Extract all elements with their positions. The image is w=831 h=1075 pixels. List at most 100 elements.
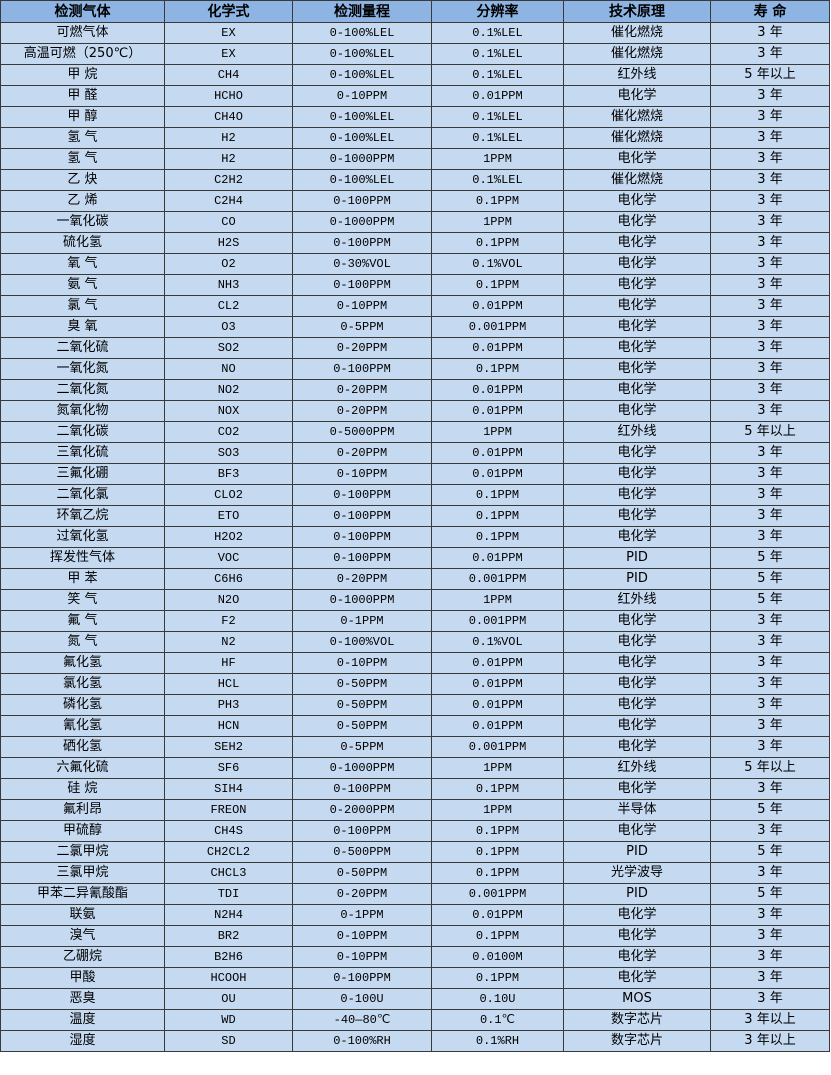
range-cell: 0-50PPM [292, 715, 432, 737]
principle-cell: 电化学 [563, 694, 711, 716]
resolution-cell: 1PPM [431, 211, 564, 233]
principle-cell: 电化学 [563, 505, 711, 527]
formula-cell: CH4 [164, 64, 293, 86]
formula-cell: BR2 [164, 925, 293, 947]
lifespan-cell: 5 年 [710, 799, 830, 821]
table-row: 乙 炔 C2H2 0-100%LEL 0.1%LEL 催化燃烧 3 年 [0, 169, 830, 191]
table-row: 氯化氢 HCL 0-50PPM 0.01PPM 电化学 3 年 [0, 673, 830, 695]
formula-cell: HCN [164, 715, 293, 737]
principle-cell: 电化学 [563, 232, 711, 254]
resolution-cell: 0.1PPM [431, 484, 564, 506]
range-cell: 0-100%LEL [292, 22, 432, 44]
resolution-cell: 0.1PPM [431, 778, 564, 800]
resolution-cell: 0.001PPM [431, 610, 564, 632]
principle-cell: 催化燃烧 [563, 169, 711, 191]
principle-cell: 催化燃烧 [563, 43, 711, 65]
gas-cell: 甲 醇 [0, 106, 165, 128]
resolution-cell: 1PPM [431, 757, 564, 779]
lifespan-cell: 3 年 [710, 253, 830, 275]
resolution-cell: 0.1%LEL [431, 127, 564, 149]
principle-cell: 电化学 [563, 316, 711, 338]
gas-cell: 高温可燃（250℃） [0, 43, 165, 65]
range-cell: 0-1PPM [292, 904, 432, 926]
formula-cell: H2 [164, 148, 293, 170]
header-lifespan: 寿 命 [710, 0, 830, 23]
resolution-cell: 0.01PPM [431, 379, 564, 401]
lifespan-cell: 3 年 [710, 967, 830, 989]
resolution-cell: 0.01PPM [431, 547, 564, 569]
lifespan-cell: 5 年以上 [710, 64, 830, 86]
resolution-cell: 0.1PPM [431, 820, 564, 842]
resolution-cell: 1PPM [431, 799, 564, 821]
table-row: 二氯甲烷 CH2CL2 0-500PPM 0.1PPM PID 5 年 [0, 841, 830, 863]
range-cell: 0-100PPM [292, 778, 432, 800]
table-row: 联氨 N2H4 0-1PPM 0.01PPM 电化学 3 年 [0, 904, 830, 926]
resolution-cell: 0.1PPM [431, 505, 564, 527]
resolution-cell: 0.10U [431, 988, 564, 1010]
table-row: 可燃气体 EX 0-100%LEL 0.1%LEL 催化燃烧 3 年 [0, 22, 830, 44]
gas-cell: 氮氧化物 [0, 400, 165, 422]
gas-cell: 一氧化氮 [0, 358, 165, 380]
resolution-cell: 0.001PPM [431, 316, 564, 338]
gas-cell: 环氧乙烷 [0, 505, 165, 527]
table-row: 氨 气 NH3 0-100PPM 0.1PPM 电化学 3 年 [0, 274, 830, 296]
resolution-cell: 0.1PPM [431, 925, 564, 947]
range-cell: 0-10PPM [292, 925, 432, 947]
gas-cell: 乙 烯 [0, 190, 165, 212]
gas-cell: 氟 气 [0, 610, 165, 632]
gas-cell: 氯化氢 [0, 673, 165, 695]
principle-cell: PID [563, 568, 711, 590]
resolution-cell: 0.01PPM [431, 652, 564, 674]
range-cell: 0-100PPM [292, 274, 432, 296]
gas-detection-table: 检测气体 化学式 检测量程 分辨率 技术原理 寿 命 可燃气体 EX 0-100%L… [0, 0, 830, 1052]
principle-cell: 电化学 [563, 484, 711, 506]
formula-cell: CH4O [164, 106, 293, 128]
range-cell: 0-500PPM [292, 841, 432, 863]
lifespan-cell: 3 年 [710, 652, 830, 674]
lifespan-cell: 3 年 [710, 820, 830, 842]
lifespan-cell: 3 年 [710, 715, 830, 737]
formula-cell: SO3 [164, 442, 293, 464]
table-row: 挥发性气体 VOC 0-100PPM 0.01PPM PID 5 年 [0, 547, 830, 569]
formula-cell: CH4S [164, 820, 293, 842]
gas-cell: 甲酸 [0, 967, 165, 989]
lifespan-cell: 3 年 [710, 358, 830, 380]
formula-cell: BF3 [164, 463, 293, 485]
principle-cell: 电化学 [563, 379, 711, 401]
range-cell: 0-20PPM [292, 883, 432, 905]
formula-cell: CO [164, 211, 293, 233]
header-formula: 化学式 [164, 0, 293, 23]
range-cell: 0-10PPM [292, 652, 432, 674]
formula-cell: WD [164, 1009, 293, 1031]
range-cell: 0-20PPM [292, 442, 432, 464]
range-cell: 0-20PPM [292, 400, 432, 422]
principle-cell: 光学波导 [563, 862, 711, 884]
formula-cell: CL2 [164, 295, 293, 317]
range-cell: 0-50PPM [292, 694, 432, 716]
gas-cell: 二氧化碳 [0, 421, 165, 443]
table-row: 笑 气 N2O 0-1000PPM 1PPM 红外线 5 年 [0, 589, 830, 611]
range-cell: 0-100PPM [292, 190, 432, 212]
resolution-cell: 0.01PPM [431, 337, 564, 359]
table-row: 氢 气 H2 0-100%LEL 0.1%LEL 催化燃烧 3 年 [0, 127, 830, 149]
principle-cell: PID [563, 547, 711, 569]
gas-cell: 氧 气 [0, 253, 165, 275]
resolution-cell: 0.1%LEL [431, 43, 564, 65]
range-cell: 0-1000PPM [292, 589, 432, 611]
lifespan-cell: 3 年 [710, 778, 830, 800]
principle-cell: 电化学 [563, 526, 711, 548]
resolution-cell: 0.1%VOL [431, 631, 564, 653]
formula-cell: EX [164, 22, 293, 44]
principle-cell: PID [563, 841, 711, 863]
formula-cell: C6H6 [164, 568, 293, 590]
formula-cell: OU [164, 988, 293, 1010]
lifespan-cell: 3 年 [710, 736, 830, 758]
table-row: 氮氧化物 NOX 0-20PPM 0.01PPM 电化学 3 年 [0, 400, 830, 422]
formula-cell: NO [164, 358, 293, 380]
principle-cell: 电化学 [563, 904, 711, 926]
table-row: 过氧化氢 H2O2 0-100PPM 0.1PPM 电化学 3 年 [0, 526, 830, 548]
gas-cell: 二氧化氮 [0, 379, 165, 401]
resolution-cell: 0.01PPM [431, 85, 564, 107]
resolution-cell: 0.1%RH [431, 1030, 564, 1052]
lifespan-cell: 5 年 [710, 589, 830, 611]
